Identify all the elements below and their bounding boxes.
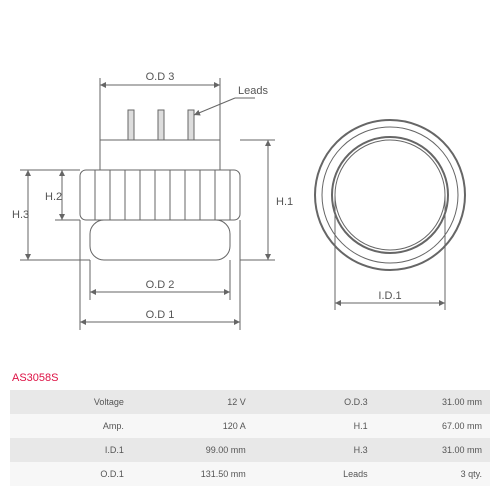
label-id1: I.D.1 [378, 290, 401, 302]
spec-table: Voltage 12 V O.D.3 31.00 mm Amp. 120 A H… [10, 390, 490, 486]
spec-label: Voltage [10, 397, 132, 407]
spec-label: H.3 [254, 445, 376, 455]
spec-value: 31.00 mm [376, 445, 490, 455]
spec-label: H.1 [254, 421, 376, 431]
spec-label: I.D.1 [10, 445, 132, 455]
table-row: Voltage 12 V O.D.3 31.00 mm [10, 390, 490, 414]
table-row: Amp. 120 A H.1 67.00 mm [10, 414, 490, 438]
label-od1: O.D 1 [146, 309, 175, 321]
label-od3: O.D 3 [146, 71, 175, 83]
label-leads: Leads [238, 85, 268, 97]
label-h3: H.3 [12, 209, 29, 221]
spec-label: Amp. [10, 421, 132, 431]
side-view: O.D 3 Leads H.1 H.2 [12, 71, 293, 330]
part-number: AS3058S [12, 372, 58, 384]
spec-value: 3 qty. [376, 469, 490, 479]
spec-value: 67.00 mm [376, 421, 490, 431]
spec-label: O.D.3 [254, 397, 376, 407]
label-h2: H.2 [45, 191, 62, 203]
spec-label: O.D.1 [10, 469, 132, 479]
spec-value: 12 V [132, 397, 254, 407]
technical-drawing: O.D 3 Leads H.1 H.2 [0, 0, 500, 370]
spec-value: 120 A [132, 421, 254, 431]
table-row: I.D.1 99.00 mm H.3 31.00 mm [10, 438, 490, 462]
label-od2: O.D 2 [146, 279, 175, 291]
top-view: I.D.1 [315, 120, 465, 310]
spec-value: 131.50 mm [132, 469, 254, 479]
spec-label: Leads [254, 469, 376, 479]
label-h1: H.1 [276, 196, 293, 208]
table-row: O.D.1 131.50 mm Leads 3 qty. [10, 462, 490, 486]
spec-value: 31.00 mm [376, 397, 490, 407]
spec-value: 99.00 mm [132, 445, 254, 455]
